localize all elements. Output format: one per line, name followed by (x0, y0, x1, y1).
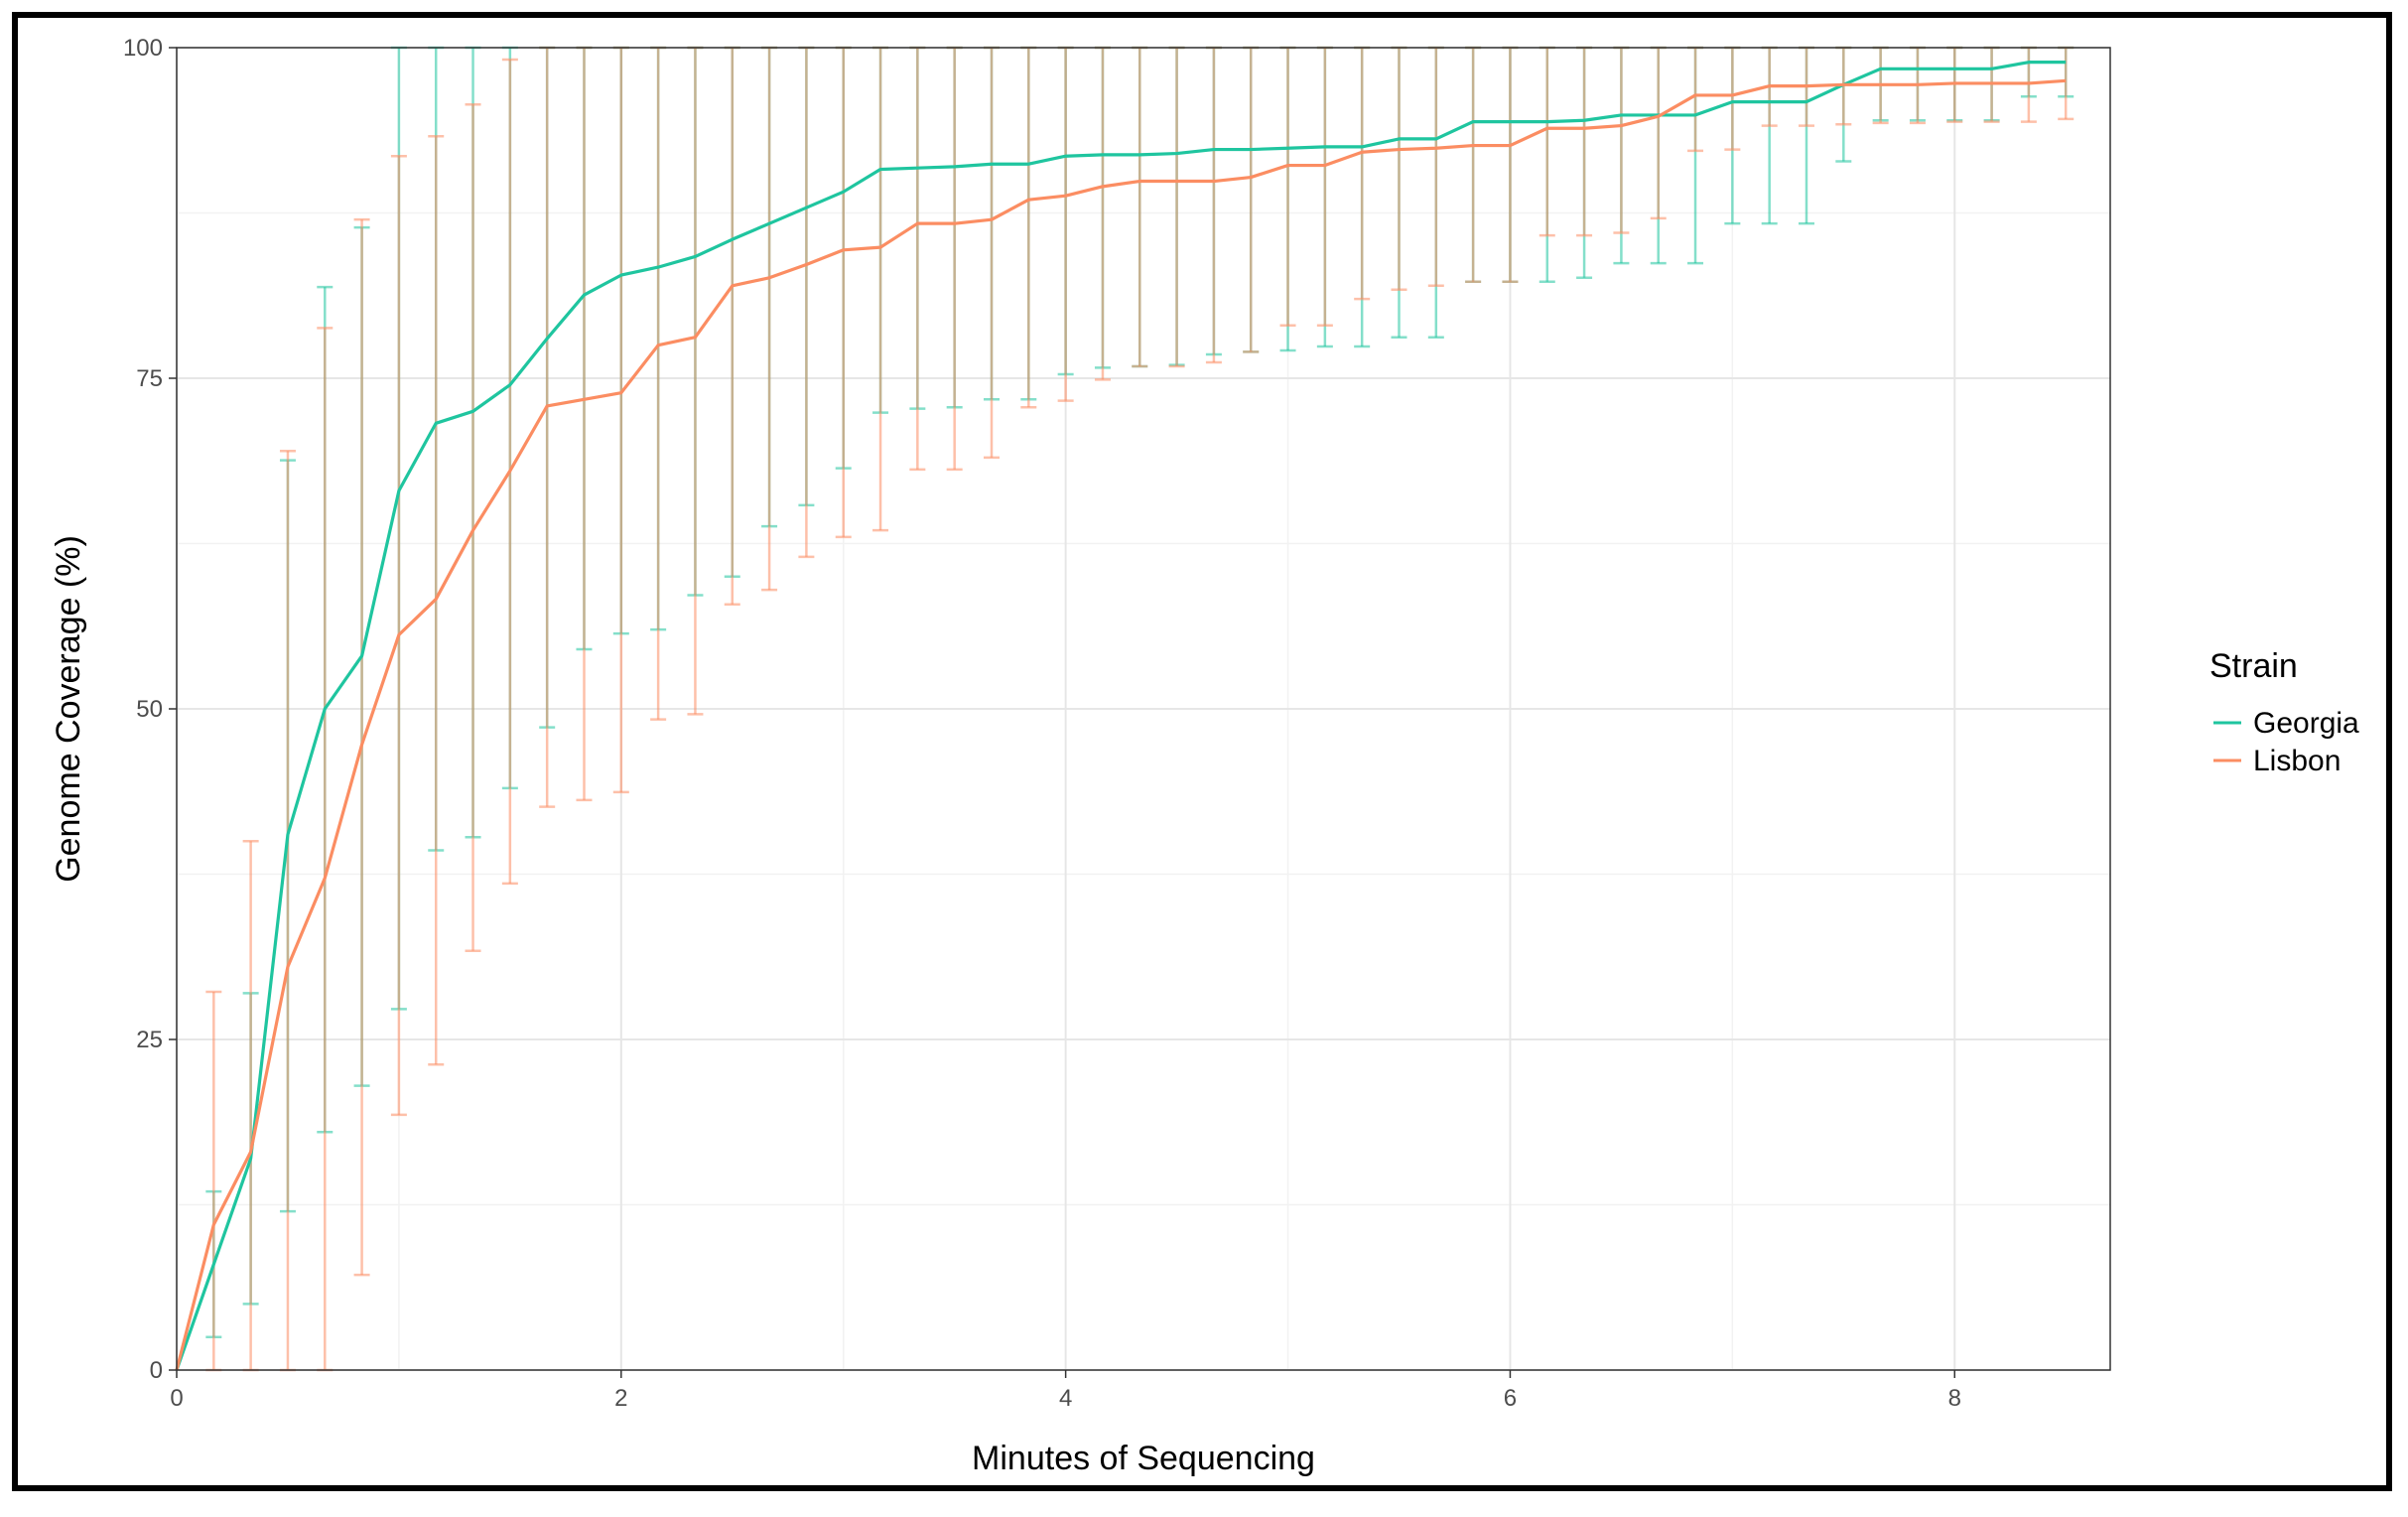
legend-label-lisbon: Lisbon (2253, 745, 2341, 777)
x-tick-label: 0 (170, 1385, 183, 1412)
legend-title: Strain (2209, 647, 2298, 685)
y-tick-label: 50 (136, 696, 163, 723)
axis-ticks: 0 25 50 75 100 0 2 4 6 8 (123, 35, 1961, 1412)
chart-frame: 0 25 50 75 100 0 2 4 6 8 Minutes of Sequencing Ge… (12, 12, 2392, 1491)
error-bars (205, 46, 2074, 1372)
y-tick-label: 0 (150, 1357, 163, 1384)
x-tick-label: 8 (1948, 1385, 1961, 1412)
x-tick-label: 6 (1504, 1385, 1517, 1412)
legend: Strain Georgia Lisbon (2209, 647, 2359, 777)
y-axis-title: Genome Coverage (%) (50, 535, 87, 883)
x-tick-label: 2 (614, 1385, 627, 1412)
y-tick-label: 100 (123, 35, 163, 62)
series-line-lisbon (175, 78, 2067, 1371)
series-lines (175, 61, 2067, 1371)
y-tick-label: 25 (136, 1027, 163, 1053)
x-axis-title: Minutes of Sequencing (972, 1440, 1315, 1477)
legend-label-georgia: Georgia (2253, 707, 2359, 740)
series-line-georgia (175, 61, 2067, 1371)
x-tick-label: 4 (1059, 1385, 1072, 1412)
line-chart: 0 25 50 75 100 0 2 4 6 8 Minutes of Sequencing Ge… (50, 35, 2359, 1477)
y-tick-label: 75 (136, 365, 163, 392)
